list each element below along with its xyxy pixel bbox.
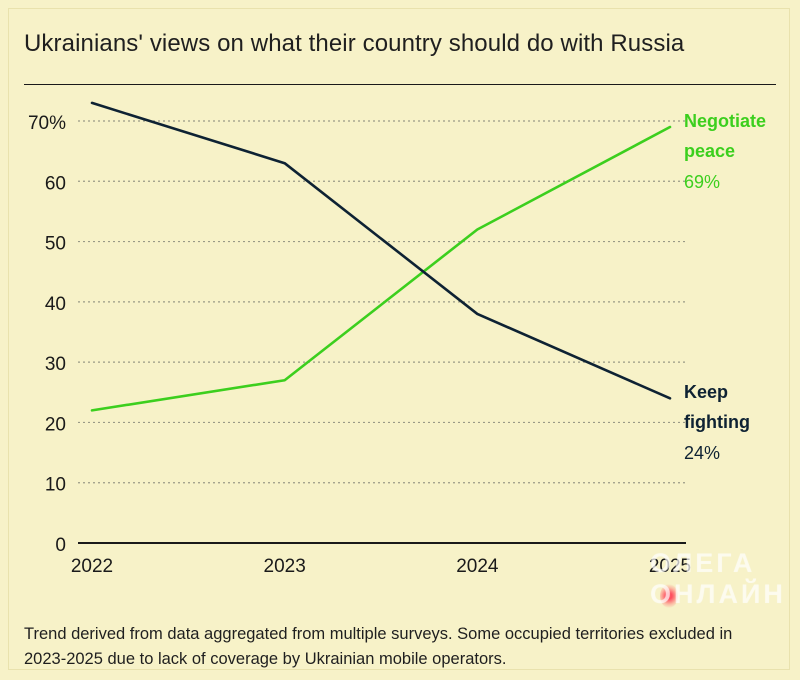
series-label-negotiate-peace: peace [684, 141, 735, 161]
x-tick-label: 2024 [456, 556, 499, 577]
y-tick-label: 30 [45, 354, 66, 375]
x-tick-label: 2022 [71, 556, 113, 577]
x-tick-label: 2023 [264, 556, 306, 577]
title-divider [24, 84, 776, 85]
chart-title: Ukrainians' views on what their country … [24, 30, 685, 57]
chart-frame [8, 8, 790, 670]
series-label-keep-fighting: Keep [684, 382, 728, 402]
y-tick-label: 10 [45, 475, 66, 496]
series-line-keep-fighting [90, 101, 672, 400]
series-line-negotiate-peace [90, 125, 672, 412]
y-tick-label: 70% [28, 113, 66, 134]
y-tick-label: 40 [45, 294, 66, 315]
y-tick-label: 20 [45, 414, 66, 435]
footnote: Trend derived from data aggregated from … [24, 625, 733, 668]
series-end-value-keep-fighting: 24% [684, 443, 720, 463]
line-chart: 0 10 20 30 40 50 60 70% 2022 2023 2024 2025 Negotiat… [28, 101, 766, 577]
y-tick-label: 50 [45, 234, 66, 255]
x-tick-label: 2025 [649, 556, 691, 577]
y-tick-label: 60 [45, 173, 66, 194]
series-label-negotiate-peace: Negotiate [684, 111, 766, 131]
series-label-keep-fighting: fighting [684, 412, 750, 432]
series-end-value-negotiate-peace: 69% [684, 172, 720, 192]
y-tick-label: 0 [55, 535, 66, 556]
